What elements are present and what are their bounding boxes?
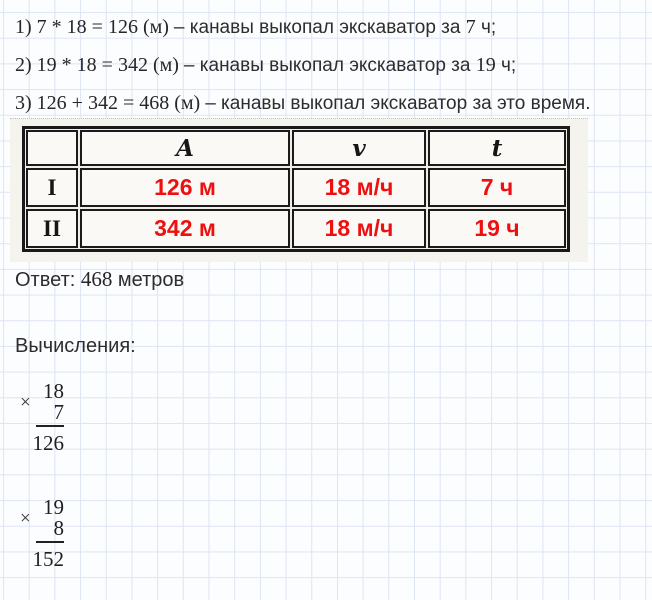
multiplier: 8 xyxy=(53,516,65,540)
cell-t-row-1: 7 ч xyxy=(428,168,566,207)
answer-value: 468 xyxy=(80,267,113,291)
row-label-2: II xyxy=(26,209,78,248)
step-2-equation: 2) 19 * 18 = 342 (м) xyxy=(15,54,184,76)
result-line xyxy=(36,541,64,543)
calculations-label: Вычисления: xyxy=(15,335,136,357)
result-line xyxy=(36,425,64,427)
step-1-number: 7 xyxy=(465,16,476,38)
multiplication-stack: 19 8 152 xyxy=(30,497,64,570)
cell-t-row-2: 19 ч xyxy=(428,209,566,248)
step-1-equation: 1) 7 * 18 = 126 (м) xyxy=(15,16,174,38)
solution-step-1: 1) 7 * 18 = 126 (м) – канавы выкопал экс… xyxy=(15,14,496,41)
step-2-unit: ч; xyxy=(495,55,517,76)
step-2-number: 19 xyxy=(475,54,496,76)
table-header-v: v xyxy=(292,130,426,166)
cell-v-row-1: 18 м/ч xyxy=(292,168,426,207)
multiplicand: 18 xyxy=(43,379,64,403)
solution-step-2: 2) 19 * 18 = 342 (м) – канавы выкопал эк… xyxy=(15,52,516,79)
cell-a-row-2: 342 м xyxy=(80,209,290,248)
row-label-1: I xyxy=(26,168,78,207)
answer-label: Ответ: xyxy=(15,269,81,291)
table-header-t: t xyxy=(428,130,566,166)
answer-line: Ответ: 468 метров xyxy=(15,266,184,293)
cell-v-row-2: 18 м/ч xyxy=(292,209,426,248)
step-1-text: – канавы выкопал экскаватор за xyxy=(173,17,466,38)
multiplication-stack: 18 7 126 xyxy=(30,381,64,454)
product: 152 xyxy=(32,547,65,571)
cell-a-row-1: 126 м xyxy=(80,168,290,207)
step-2-text: – канавы выкопал экскаватор за xyxy=(183,55,476,76)
table-header-empty xyxy=(26,130,78,166)
table-header-a: A xyxy=(80,130,290,166)
multiply-sign: × xyxy=(20,508,31,529)
step-3-equation: 3) 126 + 342 = 468 (м) xyxy=(15,92,206,114)
multiplication-block-2: × 19 8 152 xyxy=(18,497,90,570)
solution-step-3: 3) 126 + 342 = 468 (м) – канавы выкопал … xyxy=(15,90,590,117)
product: 126 xyxy=(32,431,65,455)
step-1-unit: ч; xyxy=(475,17,497,38)
solution-table: A v t I 126 м 18 м/ч 7 ч II 342 м 18 м/ч… xyxy=(22,126,570,252)
multiplicand: 19 xyxy=(43,495,64,519)
multiplier: 7 xyxy=(53,400,65,424)
step-3-text: – канавы выкопал экскаватор за это время… xyxy=(205,93,591,114)
answer-unit: метров xyxy=(112,269,185,291)
multiply-sign: × xyxy=(20,392,31,413)
multiplication-block-1: × 18 7 126 xyxy=(18,381,90,454)
